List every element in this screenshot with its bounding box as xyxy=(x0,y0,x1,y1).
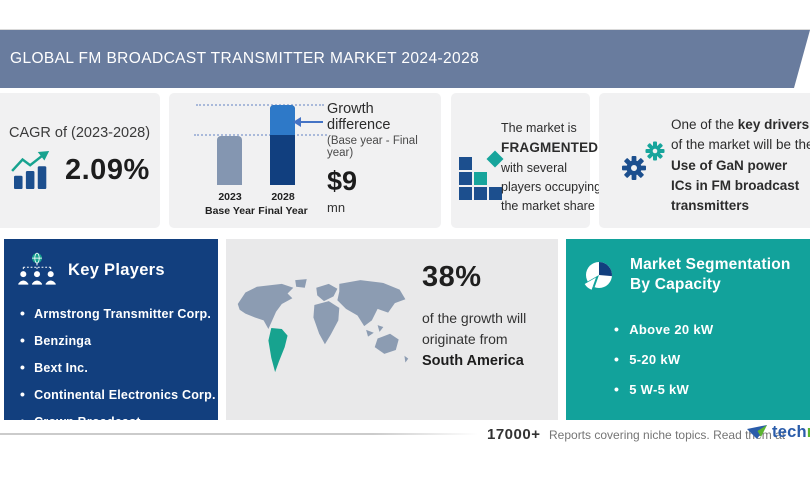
growth-difference-value: $9 xyxy=(327,166,358,196)
segmentation-list: Above 20 kW 5-20 kW 5 W-5 kW xyxy=(614,321,713,411)
segmentation-title: Market Segmentation By Capacity xyxy=(630,256,791,294)
bar-label-2028: 2028 Final Year xyxy=(258,191,308,218)
fragmented-card: The market is FRAGMENTED with several pl… xyxy=(451,93,601,228)
region-panel: 38% of the growth will originate from So… xyxy=(226,239,558,420)
technavio-logo[interactable]: technavio xyxy=(747,423,810,442)
key-players-header: Key Players xyxy=(16,251,165,289)
world-map xyxy=(237,279,409,373)
region-description: of the growth will originate from South … xyxy=(422,310,527,369)
region-name: South America xyxy=(422,353,524,369)
segmentation-header: Market Segmentation By Capacity xyxy=(580,255,805,295)
list-item: Benzinga xyxy=(20,332,216,348)
fragmented-keyword: FRAGMENTED xyxy=(501,140,599,155)
pie-chart-icon xyxy=(584,262,612,290)
key-driver-text: One of the key drivers of the market wil… xyxy=(671,117,810,213)
brand-text: technavio xyxy=(772,423,810,441)
key-driver-card: One of the key drivers of the market wil… xyxy=(599,93,810,228)
list-item: Bext Inc. xyxy=(20,359,216,375)
bar-2023 xyxy=(217,136,242,185)
growth-chart-card: 2023 Base Year 2028 Final Year Growth di… xyxy=(169,93,441,228)
list-item: Continental Electronics Corp. xyxy=(20,386,216,402)
guide-line-top xyxy=(196,104,324,106)
report-count: 17000+ xyxy=(487,426,541,443)
pointer-arrow-icon xyxy=(293,117,301,127)
bar-chart-growth-icon xyxy=(11,151,50,189)
growth-difference-block: Growth difference (Base year - Final yea… xyxy=(327,101,441,215)
list-item: Above 20 kW xyxy=(614,321,713,337)
footer-note: Reports covering niche topics. Read them… xyxy=(549,428,786,442)
region-text: 38% of the growth will originate from So… xyxy=(422,261,526,373)
growth-difference-title: Growth difference xyxy=(327,101,391,133)
segmentation-panel: Market Segmentation By Capacity Above 20… xyxy=(566,239,810,420)
bar-label-2023: 2023 Base Year xyxy=(204,191,256,218)
technavio-arrow-icon xyxy=(747,424,767,439)
growth-difference-subtitle: (Base year - Final year) xyxy=(327,135,418,159)
key-players-panel: Key Players Armstrong Transmitter Corp. … xyxy=(4,239,218,429)
page-title: GLOBAL FM BROADCAST TRANSMITTER MARKET 2… xyxy=(10,50,480,67)
gears-icon xyxy=(622,141,665,180)
footer-divider xyxy=(0,433,478,435)
bar-2028 xyxy=(270,105,295,185)
south-america-highlight xyxy=(268,328,288,373)
key-players-icon xyxy=(18,252,56,285)
bar-2028-growth-segment xyxy=(270,105,295,135)
list-item: Crown Broadcast xyxy=(20,413,216,429)
cagr-label: CAGR of (2023-2028) xyxy=(9,125,151,141)
fragmented-blocks-icon xyxy=(459,145,505,203)
key-players-title: Key Players xyxy=(68,260,165,279)
cagr-row: 2.09% xyxy=(10,151,150,189)
cagr-card: CAGR of (2023-2028) 2.09% xyxy=(0,93,160,228)
key-players-list: Armstrong Transmitter Corp. Benzinga Bex… xyxy=(20,305,216,440)
cagr-value: 2.09% xyxy=(65,153,150,186)
region-percentage: 38% xyxy=(422,261,482,293)
guide-line-base xyxy=(194,134,327,136)
growth-difference-unit: mn xyxy=(327,200,346,215)
list-item: 5-20 kW xyxy=(614,351,713,367)
pointer-line xyxy=(300,121,323,123)
list-item: 5 W-5 kW xyxy=(614,381,713,397)
fragmented-text: The market is FRAGMENTED with several pl… xyxy=(501,121,602,213)
list-item: Armstrong Transmitter Corp. xyxy=(20,305,216,321)
header-bar: GLOBAL FM BROADCAST TRANSMITTER MARKET 2… xyxy=(0,29,810,88)
